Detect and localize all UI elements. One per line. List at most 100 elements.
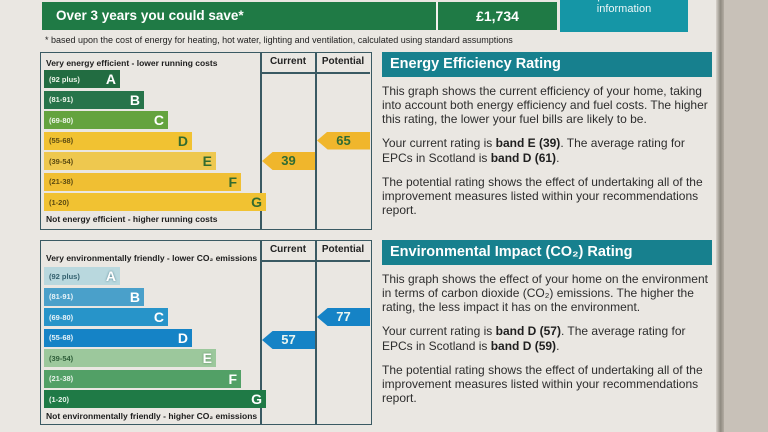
savings-label: Over 3 years you could save* bbox=[42, 2, 436, 30]
energy-band-row-d: (55-68) D bbox=[44, 131, 192, 150]
band-letter: F bbox=[228, 173, 237, 190]
band-range: (1-20) bbox=[49, 394, 70, 404]
energy-panel-description: This graph shows the current efficiency … bbox=[382, 84, 708, 127]
energy-band-row-a: (92 plus) A bbox=[44, 70, 120, 88]
rating-mid: . The average rating for EPCs in Scotlan… bbox=[382, 136, 685, 165]
column-header-underline bbox=[260, 260, 370, 262]
band-range: (69-80) bbox=[49, 115, 74, 125]
energy-band-row-b: (81-91) B bbox=[44, 90, 144, 109]
band-range: (81-91) bbox=[49, 95, 74, 104]
band-range: (1-20) bbox=[49, 197, 70, 207]
co2-bottom-label: Not environmentally friendly - higher CO… bbox=[46, 411, 258, 421]
potential-column-header: Potential bbox=[321, 56, 365, 67]
co2-band-row-d: (55-68) D bbox=[44, 328, 192, 347]
current-column-line bbox=[260, 241, 262, 424]
rating-pre: Your current rating is bbox=[382, 324, 496, 339]
band-range: (21-38) bbox=[49, 177, 74, 186]
band-range: (39-54) bbox=[49, 156, 74, 166]
potential-column-header: Potential bbox=[321, 244, 365, 255]
band-letter: C bbox=[153, 112, 164, 128]
current-column-header: Current bbox=[269, 244, 307, 255]
co2-band-row-c: (69-80) C bbox=[44, 308, 168, 326]
co2-band-d: (55-68) D bbox=[44, 328, 192, 347]
co2-band-a: (92 plus) A bbox=[44, 267, 120, 285]
footnote: * based upon the cost of energy for heat… bbox=[45, 35, 513, 45]
co2-potential-arrow: 77 bbox=[317, 308, 370, 326]
band-letter: E bbox=[202, 350, 212, 366]
energy-band-row-c: (69-80) C bbox=[44, 111, 168, 129]
band-letter: F bbox=[228, 370, 237, 387]
energy-band-row-g: (1-20) G bbox=[44, 193, 266, 211]
co2-band-g: (1-20) G bbox=[44, 390, 266, 408]
co2-band-e: (39-54) E bbox=[44, 349, 216, 367]
energy-band-e: (39-54) E bbox=[44, 152, 216, 170]
savings-bar-divider bbox=[436, 2, 438, 30]
co2-band-c: (69-80) C bbox=[44, 308, 168, 326]
energy-panel-title: Energy Efficiency Rating bbox=[382, 52, 712, 77]
co2-band-row-b: (81-91) B bbox=[44, 287, 144, 306]
energy-panel-rating-text: Your current rating is band E (39). The … bbox=[382, 136, 718, 164]
energy-band-c: (69-80) C bbox=[44, 111, 168, 129]
savings-value: £1,734 bbox=[438, 2, 557, 30]
energy-potential-arrow: 65 bbox=[317, 131, 370, 150]
band-range: (81-91) bbox=[49, 292, 74, 301]
energy-bottom-label: Not energy efficient - higher running co… bbox=[46, 214, 218, 224]
co2-band-row-f: (21-38) F bbox=[44, 369, 241, 388]
energy-efficiency-chart: Current Potential Very energy efficient … bbox=[40, 52, 372, 230]
band-letter: D bbox=[177, 132, 188, 149]
energy-band-b: (81-91) B bbox=[44, 90, 144, 109]
band-letter: A bbox=[105, 71, 116, 87]
current-column-header: Current bbox=[269, 56, 307, 67]
band-letter: G bbox=[251, 194, 262, 210]
environmental-impact-chart: Current Potential Very environmentally f… bbox=[40, 240, 372, 425]
energy-band-row-e: (39-54) E bbox=[44, 152, 216, 170]
band-letter: B bbox=[129, 91, 140, 108]
current-column-line bbox=[260, 53, 262, 229]
info-box-line2: information bbox=[596, 3, 652, 15]
co2-band-row-g: (1-20) G bbox=[44, 390, 266, 408]
energy-band-a: (92 plus) A bbox=[44, 70, 120, 88]
rating-post: . bbox=[556, 150, 560, 165]
potential-column-line bbox=[315, 53, 317, 229]
column-header-underline bbox=[260, 72, 370, 74]
energy-band-f: (21-38) F bbox=[44, 172, 241, 191]
band-letter: B bbox=[129, 288, 140, 305]
co2-band-b: (81-91) B bbox=[44, 287, 144, 306]
band-range: (69-80) bbox=[49, 312, 74, 322]
environmental-impact-panel: Environmental Impact (CO₂) Rating This g… bbox=[382, 240, 726, 415]
paper-edge-shadow bbox=[716, 0, 724, 432]
energy-band-g: (1-20) G bbox=[44, 193, 266, 211]
band-letter: E bbox=[202, 153, 212, 169]
co2-panel-description: This graph shows the effect of your home… bbox=[382, 272, 708, 315]
co2-panel-title: Environmental Impact (CO₂) Rating bbox=[382, 240, 712, 265]
band-range: (92 plus) bbox=[49, 74, 80, 84]
band-letter: A bbox=[105, 268, 116, 284]
co2-panel-rating-text: Your current rating is band D (57). The … bbox=[382, 324, 718, 352]
energy-current-arrow: 39 bbox=[262, 152, 315, 170]
rating-mid: . The average rating for EPCs in Scotlan… bbox=[382, 324, 686, 353]
co2-band-row-a: (92 plus) A bbox=[44, 267, 120, 285]
band-range: (21-38) bbox=[49, 374, 74, 383]
average-rating-bold: band D (59) bbox=[490, 338, 557, 353]
energy-top-label: Very energy efficient - lower running co… bbox=[46, 58, 218, 68]
current-rating-bold: band E (39) bbox=[495, 136, 561, 151]
co2-band-row-e: (39-54) E bbox=[44, 349, 216, 367]
band-letter: C bbox=[153, 309, 164, 325]
rating-pre: Your current rating is bbox=[382, 136, 496, 151]
info-box-line1: report for more bbox=[560, 0, 688, 3]
current-rating-bold: band D (57) bbox=[495, 324, 561, 339]
co2-current-arrow: 57 bbox=[262, 331, 315, 349]
energy-band-d: (55-68) D bbox=[44, 131, 192, 150]
co2-top-label: Very environmentally friendly - lower CO… bbox=[46, 253, 258, 263]
band-range: (92 plus) bbox=[49, 271, 80, 281]
average-rating-bold: band D (61) bbox=[490, 150, 557, 165]
potential-column-line bbox=[315, 241, 317, 424]
band-range: (55-68) bbox=[49, 333, 74, 342]
band-range: (39-54) bbox=[49, 353, 74, 363]
savings-bar: Over 3 years you could save* £1,734 bbox=[42, 2, 557, 30]
energy-efficiency-panel: Energy Efficiency Rating This graph show… bbox=[382, 52, 726, 227]
band-letter: D bbox=[177, 329, 188, 346]
energy-band-row-f: (21-38) F bbox=[44, 172, 241, 191]
co2-panel-potential-text: The potential rating shows the effect of… bbox=[382, 362, 703, 406]
band-letter: G bbox=[251, 391, 262, 407]
